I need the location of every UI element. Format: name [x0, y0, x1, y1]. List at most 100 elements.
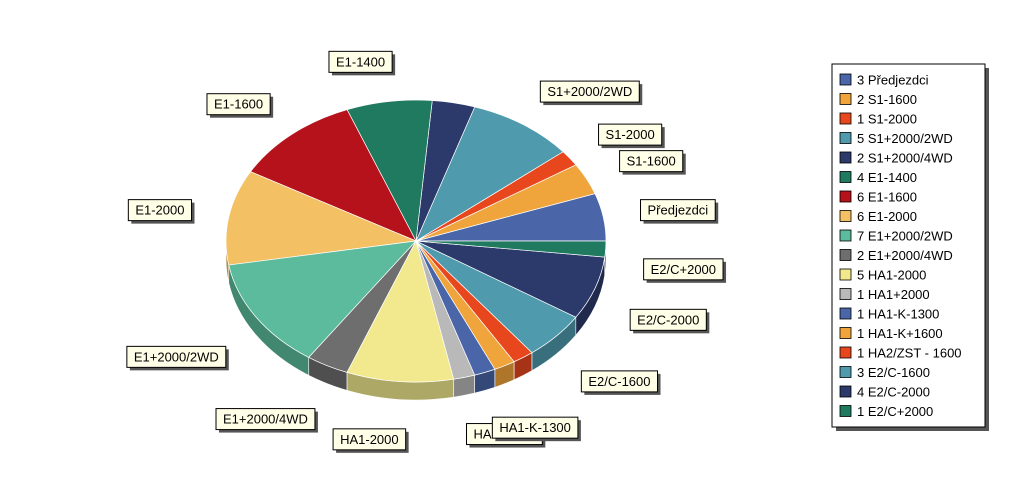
- label-text: E1+2000/4WD: [223, 412, 308, 427]
- legend-swatch: [839, 229, 852, 242]
- legend-item: 5 HA1-2000: [839, 268, 926, 283]
- legend-item: 1 HA1+2000: [839, 287, 930, 302]
- label-box: [643, 258, 724, 281]
- legend-swatch: [839, 288, 852, 300]
- label-text: Předjezdci: [648, 203, 709, 218]
- label-text: S1-1600: [627, 154, 676, 169]
- label-box: [328, 50, 393, 73]
- legend-label: 1 E2/C+2000: [857, 404, 933, 419]
- label-e1-2000-4wd: E1+2000/4WD: [215, 408, 318, 433]
- legend-swatch: [839, 268, 852, 281]
- label-ha1-k-1300: HA1-K-1300: [491, 416, 581, 442]
- label-s1-2000: S1-2000: [598, 123, 665, 149]
- legend-label: 7 E1+2000/2WD: [857, 229, 953, 244]
- legend-swatch: [839, 93, 852, 105]
- legend-swatch: [839, 132, 852, 144]
- legend-item: 1 E2/C+2000: [839, 404, 933, 419]
- pie-group: [225, 99, 607, 401]
- label-e1-1600: E1-1600: [206, 93, 274, 118]
- legend-item: 1 S1-2000: [839, 112, 917, 127]
- label-box: [127, 199, 192, 222]
- pie-slice-5-s1-2000-2wd: [415, 106, 564, 242]
- pie-slice-6-e1-2000: [225, 171, 418, 266]
- label-text: S1+2000/2WD: [547, 84, 632, 99]
- label-text: E2/C+2000: [651, 262, 716, 277]
- label-text: E2/C-1600: [588, 374, 650, 389]
- legend-label: 4 E1-1400: [857, 170, 917, 185]
- legend-item: 7 E1+2000/2WD: [839, 229, 953, 244]
- legend-label: 5 S1+2000/2WD: [857, 131, 953, 146]
- label-s1-2000-2wd: S1+2000/2WD: [539, 80, 643, 106]
- pie-slice-6-e1-1600: [250, 109, 417, 242]
- legend-label: 1 HA1-K-1300: [857, 307, 939, 322]
- legend-item: 5 S1+2000/2WD: [839, 131, 953, 146]
- legend-swatch: [839, 151, 852, 164]
- label-text: E1-1400: [336, 54, 385, 69]
- label-e2-c-2000: E2/C-2000: [629, 308, 710, 334]
- legend-label: 6 E1-1600: [857, 190, 917, 205]
- label-box: [491, 416, 579, 439]
- label-text: HA1-2000: [340, 432, 399, 447]
- pie-slice-5-ha1-2000: [346, 240, 455, 383]
- label-e1-2000: E1-2000: [127, 199, 195, 224]
- pie-slice-7-e1-2000-2wd: [228, 240, 417, 358]
- label-box: [629, 308, 707, 331]
- legend-swatch: [839, 190, 852, 203]
- legend-item: 2 S1-1600: [839, 92, 917, 107]
- legend-item: 3 Předjezdci: [839, 73, 929, 88]
- label-p-edjezdci: Předjezdci: [640, 199, 719, 224]
- legend-label: 6 E1-2000: [857, 209, 917, 224]
- label-s1-1600: S1-1600: [619, 150, 686, 175]
- legend-label: 3 Předjezdci: [857, 73, 929, 88]
- pie-slice-1-e2-c-2000: [415, 240, 607, 258]
- label-ha1-2000: HA1-2000: [332, 428, 409, 453]
- legend-swatch: [839, 249, 852, 261]
- label-box: [126, 345, 227, 368]
- label-box: [580, 370, 659, 393]
- label-box: [619, 150, 684, 173]
- label-box: [206, 93, 271, 116]
- legend-swatch: [839, 405, 852, 417]
- legend-item: 2 S1+2000/4WD: [839, 151, 953, 166]
- label-text: S1-2000: [606, 127, 655, 142]
- legend-label: 2 S1+2000/4WD: [857, 151, 953, 166]
- legend-label: 2 E1+2000/4WD: [857, 248, 953, 263]
- legend-label: 2 S1-1600: [857, 92, 917, 107]
- legend-swatch: [839, 307, 852, 320]
- label-text: E2/C-2000: [637, 312, 699, 327]
- label-e1-2000-2wd: E1+2000/2WD: [126, 345, 229, 371]
- legend-swatch: [839, 112, 852, 125]
- legend-swatch: [839, 385, 852, 398]
- legend-item: 6 E1-1600: [839, 190, 917, 205]
- legend-swatch: [839, 366, 852, 378]
- slice-labels: Předjezdci S1-1600 S1-2000 S1+2000/2WD E1-14…: [126, 50, 727, 453]
- legend-label: 3 E2/C-1600: [857, 365, 930, 380]
- legend-label: 1 HA1+2000: [857, 287, 930, 302]
- legend-label: 5 HA1-2000: [857, 268, 926, 283]
- legend-label: 1 HA2/ZST - 1600: [857, 346, 962, 361]
- legend-label: 4 E2/C-2000: [857, 385, 930, 400]
- label-box: [332, 428, 407, 451]
- label-text: HA1-K-1300: [499, 420, 571, 435]
- legend-swatch: [839, 73, 852, 86]
- legend-item: 1 HA2/ZST - 1600: [839, 346, 962, 361]
- legend-swatch: [839, 327, 852, 339]
- legend-item: 4 E2/C-2000: [839, 385, 930, 400]
- label-box: [640, 199, 716, 222]
- label-e2-c-2000: E2/C+2000: [643, 258, 727, 283]
- label-text: E1-2000: [135, 203, 184, 218]
- legend: 3 Předjezdci 2 S1-1600 1 S1-2000 5 S1+2000/…: [831, 63, 989, 431]
- legend-item: 1 HA1-K-1300: [839, 307, 939, 322]
- label-text: E1-1600: [214, 97, 263, 112]
- label-text: E1+2000/2WD: [134, 349, 219, 364]
- legend-swatch: [839, 346, 852, 359]
- legend-swatch: [839, 210, 852, 222]
- label-e2-c-1600: E2/C-1600: [580, 370, 661, 395]
- legend-label: 1 HA1-K+1600: [857, 326, 943, 341]
- legend-item: 4 E1-1400: [839, 170, 917, 185]
- legend-item: 2 E1+2000/4WD: [839, 248, 953, 263]
- label-box: [539, 80, 640, 103]
- legend-item: 3 E2/C-1600: [839, 365, 930, 380]
- legend-item: 6 E1-2000: [839, 209, 917, 224]
